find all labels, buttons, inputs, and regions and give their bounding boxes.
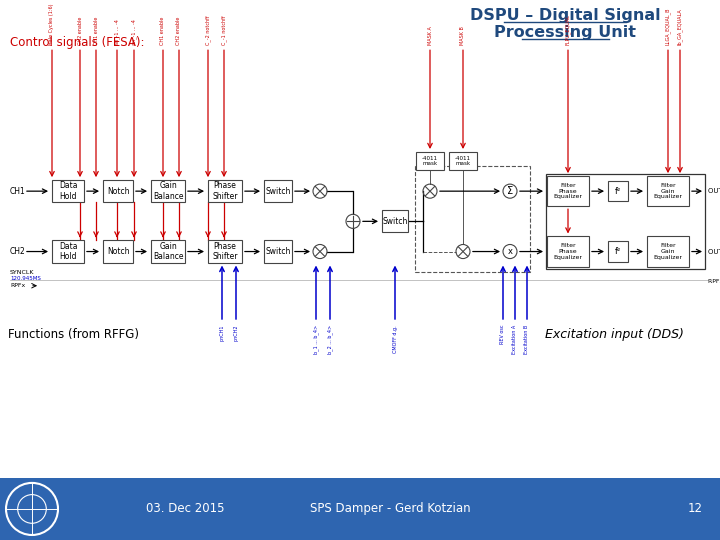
Text: Data
Hold: Data Hold <box>59 181 77 201</box>
Bar <box>647 176 689 206</box>
Bar <box>546 174 705 268</box>
Bar <box>647 237 689 267</box>
Text: MASK B: MASK B <box>461 26 466 45</box>
Bar <box>264 180 292 202</box>
Text: CH2 enable: CH2 enable <box>78 17 83 45</box>
Text: 12: 12 <box>688 502 703 516</box>
Text: -4011
mask: -4011 mask <box>422 156 438 166</box>
Text: f²: f² <box>615 187 621 195</box>
Text: Excitation input (DDS): Excitation input (DDS) <box>545 328 684 341</box>
Text: Filter
Phase
Equalizer: Filter Phase Equalizer <box>554 183 582 199</box>
Bar <box>103 240 133 262</box>
Text: Switch: Switch <box>265 247 291 256</box>
Text: CH1 enable: CH1 enable <box>161 17 166 45</box>
Text: -4011
mask: -4011 mask <box>455 156 471 166</box>
Text: Functions (from RFFG): Functions (from RFFG) <box>8 328 139 341</box>
Text: x: x <box>508 247 513 256</box>
Bar <box>52 240 84 262</box>
Text: CMOFF d.g.: CMOFF d.g. <box>392 325 397 353</box>
Bar <box>52 180 84 202</box>
Text: Filter
Phase
Equalizer: Filter Phase Equalizer <box>554 243 582 260</box>
Text: Halo Cycles (1:6): Halo Cycles (1:6) <box>50 4 55 45</box>
Text: Excitation B: Excitation B <box>524 325 529 354</box>
Text: Filter
Gain
Equalizer: Filter Gain Equalizer <box>654 183 683 199</box>
Text: Switch: Switch <box>265 187 291 195</box>
Text: an_-1 ... -4: an_-1 ... -4 <box>131 19 137 45</box>
Text: Σ: Σ <box>507 186 513 196</box>
Text: 03. Dec 2015: 03. Dec 2015 <box>145 502 224 516</box>
Bar <box>103 180 133 202</box>
Bar <box>382 210 408 232</box>
Bar <box>416 152 444 170</box>
Text: RPFx ►: RPFx ► <box>708 279 720 284</box>
Text: an_-1 ... -4: an_-1 ... -4 <box>114 19 120 45</box>
Text: SPS Damper - Gerd Kotzian: SPS Damper - Gerd Kotzian <box>310 502 470 516</box>
Bar <box>547 176 589 206</box>
Text: Notch: Notch <box>107 187 130 195</box>
Text: CH2 enable: CH2 enable <box>176 17 181 45</box>
Text: CH1 enable: CH1 enable <box>94 17 99 45</box>
Bar <box>608 181 628 201</box>
Text: DSPU – Digital Signal: DSPU – Digital Signal <box>469 8 660 23</box>
Text: Control signals (FESA):: Control signals (FESA): <box>10 36 145 49</box>
Text: Processing Unit: Processing Unit <box>494 25 636 40</box>
Bar <box>449 152 477 170</box>
Text: f²: f² <box>615 247 621 256</box>
Text: Data
Hold: Data Hold <box>59 242 77 261</box>
Bar <box>208 180 242 202</box>
Text: Phase
Shifter: Phase Shifter <box>212 242 238 261</box>
Text: SYNCLK: SYNCLK <box>10 270 35 275</box>
Text: Phase
Shifter: Phase Shifter <box>212 181 238 201</box>
Text: Ib_GA_EQUALA: Ib_GA_EQUALA <box>677 9 683 45</box>
Text: MASK A: MASK A <box>428 26 433 45</box>
Text: 120.945MS: 120.945MS <box>10 276 41 281</box>
Text: LLGA_EQUAL_B: LLGA_EQUAL_B <box>665 8 671 45</box>
Bar <box>264 240 292 262</box>
Text: pnCH1: pnCH1 <box>220 325 225 341</box>
Text: OUT A: OUT A <box>708 188 720 194</box>
Bar <box>208 240 242 262</box>
Bar <box>151 240 185 262</box>
Text: Notch: Notch <box>107 247 130 256</box>
Text: Filter
Gain
Equalizer: Filter Gain Equalizer <box>654 243 683 260</box>
Text: FLPU_EQUAL: FLPU_EQUAL <box>565 15 571 45</box>
Text: CH2: CH2 <box>10 247 26 256</box>
Text: Gain
Balance: Gain Balance <box>153 242 184 261</box>
Text: RPFx: RPFx <box>10 284 25 288</box>
Text: C_-2 notchff: C_-2 notchff <box>205 16 211 45</box>
Text: Switch: Switch <box>382 217 408 226</box>
Text: CH1: CH1 <box>10 187 26 195</box>
Text: b_1 ... b_4>: b_1 ... b_4> <box>313 325 319 354</box>
Text: Excitation A: Excitation A <box>513 325 518 354</box>
Text: C_-1 notchff: C_-1 notchff <box>221 16 227 45</box>
Bar <box>547 237 589 267</box>
Bar <box>151 180 185 202</box>
Text: b_2 ... b_4>: b_2 ... b_4> <box>327 325 333 354</box>
Text: REV osc: REV osc <box>500 325 505 345</box>
Bar <box>608 241 628 261</box>
Text: OUT B: OUT B <box>708 248 720 254</box>
Bar <box>415 166 530 272</box>
Text: pnCH2: pnCH2 <box>233 325 238 341</box>
Text: Gain
Balance: Gain Balance <box>153 181 184 201</box>
